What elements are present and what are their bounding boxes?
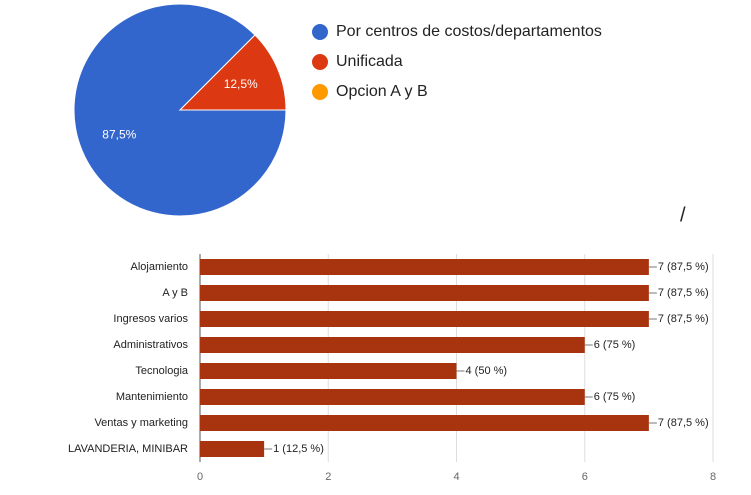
pie-slice (178, 34, 287, 111)
legend-label: Unificada (336, 53, 403, 70)
bar (200, 441, 265, 457)
bar (200, 415, 649, 431)
annotation: / (680, 204, 686, 226)
legend-label: Por centros de costos/departamentos (336, 23, 602, 40)
bar (200, 285, 649, 301)
value-label: 7 (87,5 %) (658, 261, 709, 273)
y-tick-label: LAVANDERIA, MINIBAR (68, 443, 188, 455)
slice-label: 12,5% (224, 77, 258, 91)
value-label: 4 (50 %) (466, 365, 508, 377)
bar (200, 311, 649, 327)
value-label: 6 (75 %) (594, 391, 636, 403)
x-tick-label: 0 (197, 471, 203, 483)
y-tick-label: Mantenimiento (116, 391, 188, 403)
value-label: 1 (12,5 %) (273, 443, 324, 455)
x-tick-label: 2 (325, 471, 331, 483)
bar (200, 389, 585, 405)
x-tick-label: 4 (453, 471, 459, 483)
bar (200, 363, 457, 379)
y-tick-label: A y B (162, 287, 188, 299)
legend-swatch (312, 54, 328, 70)
value-label: 7 (87,5 %) (658, 287, 709, 299)
y-tick-label: Alojamiento (131, 261, 188, 273)
legend-swatch (312, 24, 328, 40)
y-tick-label: Ventas y marketing (94, 417, 188, 429)
x-tick-label: 8 (710, 471, 716, 483)
value-label: 7 (87,5 %) (658, 313, 709, 325)
legend-label: Opcion A y B (336, 83, 428, 100)
slice-label: 87,5% (102, 127, 136, 141)
legend-swatch (312, 84, 328, 100)
bar (200, 259, 649, 275)
y-tick-label: Administrativos (113, 339, 188, 351)
value-label: 6 (75 %) (594, 339, 636, 351)
y-tick-label: Tecnologia (135, 365, 188, 377)
value-label: 7 (87,5 %) (658, 417, 709, 429)
bar (200, 337, 585, 353)
x-tick-label: 6 (582, 471, 588, 483)
y-tick-label: Ingresos varios (113, 313, 188, 325)
